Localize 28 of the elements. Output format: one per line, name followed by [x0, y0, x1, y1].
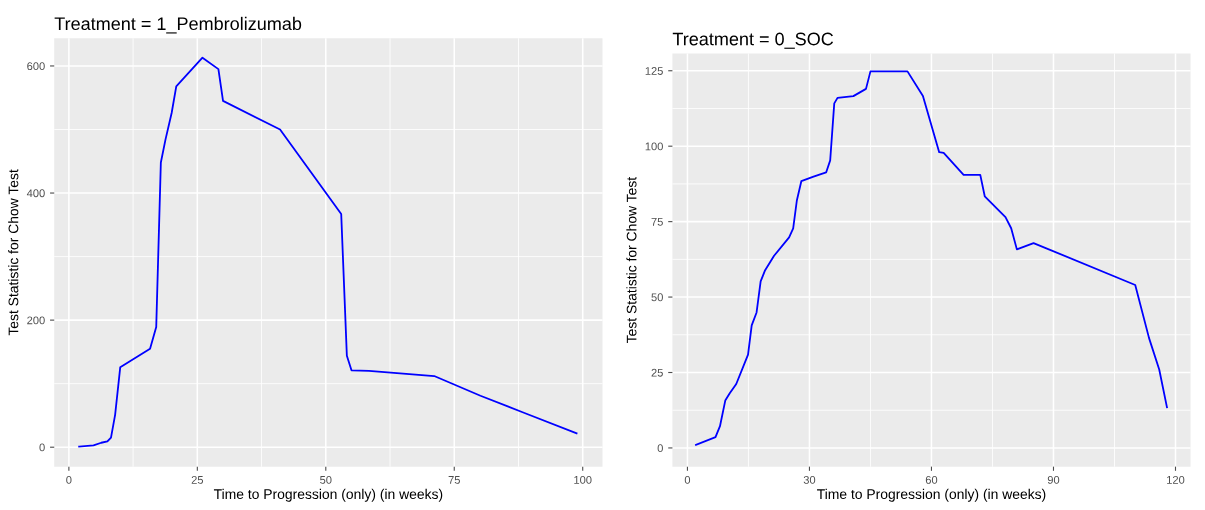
x-tick-label: 25 [191, 475, 204, 484]
x-tick-label: 50 [320, 475, 332, 484]
x-tick-label: 30 [803, 475, 816, 484]
x-axis-title: Time to Progression (only) (in weeks) [213, 488, 443, 502]
y-tick-label: 75 [651, 218, 663, 226]
line-series [78, 56, 578, 448]
x-tick-label: 0 [66, 475, 72, 484]
y-tick-label: 600 [27, 62, 45, 71]
x-axis-title: Time to Progression (only) (in weeks) [817, 488, 1046, 502]
y-tick-label: 400 [26, 189, 45, 198]
y-tick-label: 25 [651, 368, 663, 377]
y-tick-label: 125 [645, 67, 663, 75]
y-tick-label: 200 [27, 316, 45, 325]
x-tick-label: 0 [684, 475, 691, 484]
x-tick-label: 60 [925, 475, 938, 484]
x-tick-label: 120 [1167, 475, 1185, 484]
y-tick-label: 100 [645, 142, 663, 151]
y-tick-label: 0 [657, 444, 663, 453]
chart-title: Treatment = 0_SOC [672, 32, 834, 49]
y-tick-label: 0 [39, 443, 45, 452]
y-axis-title: Test Statistic for Chow Test [626, 176, 637, 344]
y-axis-title: Test Statistic for Chow Test [8, 169, 19, 336]
x-tick-label: 100 [574, 475, 592, 484]
x-tick-label: 90 [1047, 475, 1060, 484]
x-tick-label: 75 [448, 476, 460, 484]
y-tick-label: 50 [651, 293, 663, 302]
line-series [695, 70, 1168, 446]
chart-title: Treatment = 1_Pembrolizumab [54, 16, 302, 34]
